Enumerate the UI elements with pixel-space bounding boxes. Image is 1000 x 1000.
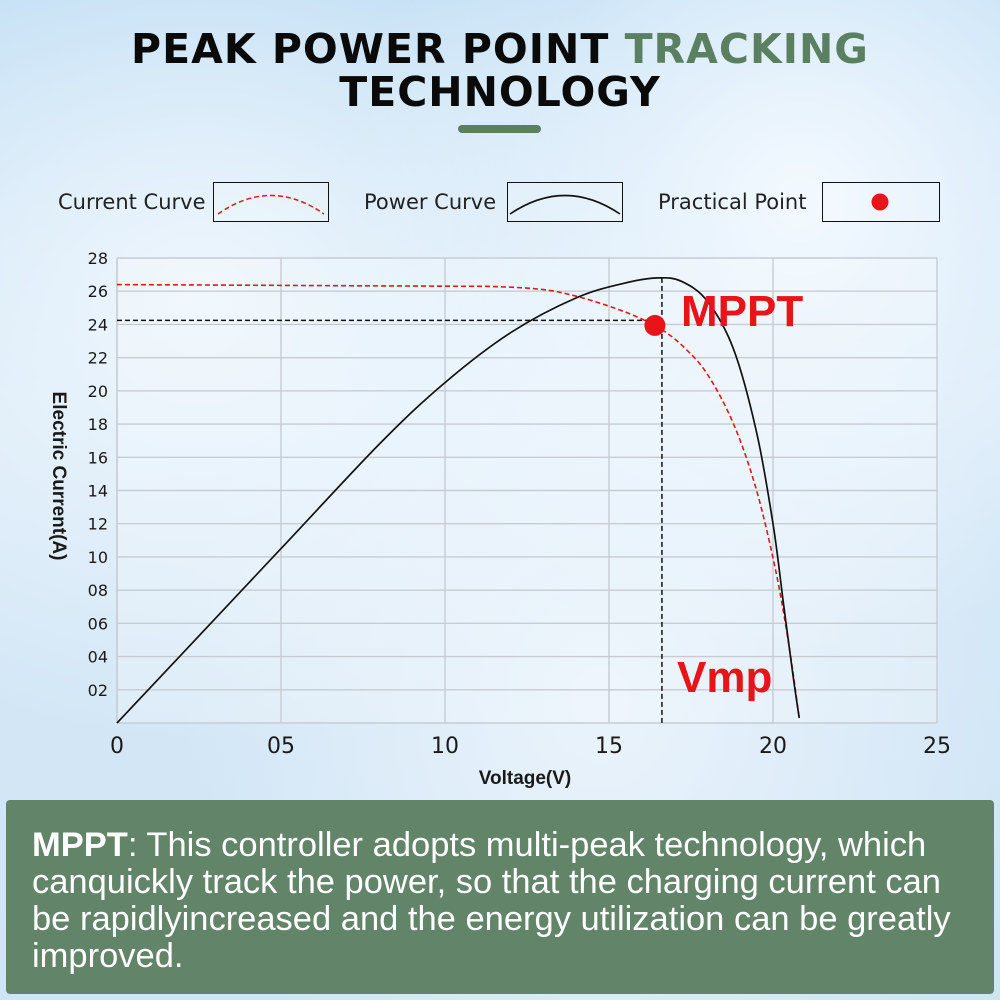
y-tick-label: 16	[88, 448, 108, 467]
legend-current-label: Current Curve	[58, 190, 206, 214]
page-title: PEAK POWER POINT TRACKING TECHNOLOGY	[0, 28, 1000, 114]
y-tick-label: 06	[88, 614, 108, 633]
y-tick-label: 26	[88, 282, 108, 301]
legend-point-swatch	[871, 193, 889, 211]
description-lead: MPPT	[32, 826, 128, 864]
x-tick-label: 10	[431, 734, 459, 759]
x-tick-label: 15	[595, 734, 623, 759]
y-tick-label: 22	[88, 349, 108, 368]
legend-point-label: Practical Point	[658, 190, 807, 214]
mppt-chart: 02 04 06 08 10 12 14 16 18 20 22 24 26 28 0 05 10 15 20 25 V…	[48, 249, 951, 789]
x-axis-title: Voltage(V)	[479, 768, 572, 789]
legend-point-box	[822, 182, 940, 222]
x-tick-label: 0	[110, 734, 124, 759]
y-tick-label: 28	[88, 249, 108, 268]
legend-power-label: Power Curve	[364, 190, 497, 214]
legend-current-box	[213, 182, 329, 222]
x-tick-label: 05	[267, 734, 295, 759]
legend-power-box	[507, 182, 623, 222]
title-part1: PEAK POWER POINT	[131, 25, 610, 73]
vmp-annotation: Vmp	[677, 653, 772, 702]
y-tick-label: 24	[88, 315, 108, 334]
legend-power-swatch	[509, 194, 621, 215]
description-text: MPPT: This controller adopts multi-peak …	[32, 827, 982, 975]
power-curve-line	[116, 276, 801, 724]
current-curve-line	[116, 283, 800, 719]
y-tick-label: 08	[88, 581, 108, 600]
title-accent: TRACKING	[624, 25, 869, 73]
x-tick-label: 25	[923, 734, 951, 759]
legend-current-swatch	[217, 194, 325, 215]
y-tick-label: 04	[88, 648, 108, 667]
y-tick-label: 12	[88, 515, 108, 534]
y-tick-label: 02	[88, 681, 108, 700]
description-panel	[6, 800, 994, 994]
y-tick-label: 18	[88, 415, 108, 434]
description-body: : This controller adopts multi-peak tech…	[32, 826, 951, 975]
y-tick-label: 20	[88, 382, 108, 401]
y-tick-label: 14	[88, 482, 108, 501]
title-line2: TECHNOLOGY	[339, 68, 661, 116]
title-underline-bar	[458, 125, 541, 133]
y-tick-label: 10	[88, 548, 108, 567]
mppt-annotation: MPPT	[681, 287, 803, 336]
y-axis-title: Electric Current(A)	[48, 392, 69, 561]
practical-point-marker	[644, 314, 666, 336]
x-tick-label: 20	[759, 734, 787, 759]
